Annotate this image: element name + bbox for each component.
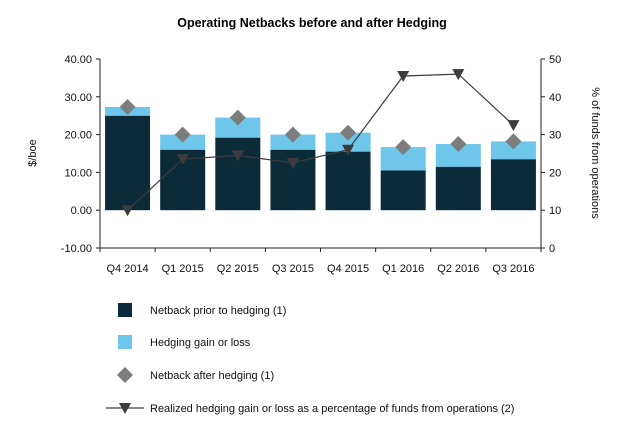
y-tick-label: 10.00 (64, 167, 92, 179)
bar-hedging-gain (215, 117, 261, 138)
diamond-marker (174, 126, 191, 143)
bar-netback-prior (215, 137, 261, 211)
x-tick-label: Q4 2014 (106, 263, 148, 275)
triangle-marker (231, 150, 244, 162)
triangle-marker (342, 144, 355, 156)
bars-layer (105, 107, 536, 211)
x-tick-label: Q1 2015 (162, 263, 204, 275)
bar-hedging-gain (380, 147, 426, 171)
y-tick-label: 0.00 (71, 205, 92, 217)
bar-netback-prior (105, 115, 151, 211)
x-tick-label: Q3 2015 (272, 263, 314, 275)
triangle-marker (397, 71, 410, 83)
triangle-marker (121, 205, 134, 217)
diamond-marker (119, 99, 136, 116)
y-axis-label: $/boe (27, 139, 39, 167)
triangle-marker (452, 69, 465, 81)
pct-line (127, 73, 514, 211)
x-tick-label: Q3 2016 (492, 263, 534, 275)
legend: Netback prior to hedging (1) Hedging gain… (106, 303, 514, 415)
legend-label: Netback prior to hedging (1) (150, 305, 286, 317)
y-tick-label: 30.00 (64, 92, 92, 104)
axes-layer: -10.00 0.00 10.00 20.00 30.00 40.00 0 10 20 30 40 5… (61, 54, 561, 275)
legend-label: Realized hedging gain or loss as a perce… (150, 403, 514, 415)
y2-axis-label: % of funds from operations (589, 87, 601, 219)
diamond-marker (395, 139, 412, 156)
x-tick-label: Q2 2016 (437, 263, 479, 275)
diamond-marker (229, 109, 246, 126)
legend-swatch-diamond (117, 367, 133, 383)
bar-hedging-gain (435, 144, 481, 167)
legend-swatch-hedging (118, 335, 132, 349)
y2-tick-label: 10 (549, 205, 561, 217)
diamond-marker (450, 136, 467, 153)
x-tick-label: Q1 2016 (382, 263, 424, 275)
triangle-marker (286, 157, 299, 169)
x-tick-label: Q2 2015 (217, 263, 259, 275)
line-layer (119, 69, 522, 217)
y2-tick-label: 20 (549, 167, 561, 179)
legend-swatch-netback-prior (118, 303, 132, 317)
chart-title: Operating Netbacks before and after Hedg… (177, 16, 447, 30)
y2-tick-label: 40 (549, 92, 561, 104)
bar-hedging-gain (325, 132, 371, 152)
triangle-marker (507, 120, 520, 132)
bar-netback-prior (325, 151, 371, 211)
diamond-marker (340, 124, 357, 141)
legend-label: Netback after hedging (1) (150, 370, 274, 382)
bar-netback-prior (490, 159, 536, 211)
diamond-marker (284, 126, 301, 143)
bar-netback-prior (435, 166, 481, 211)
y2-tick-label: 30 (549, 130, 561, 142)
x-tick-label: Q4 2015 (327, 263, 369, 275)
y-tick-label: 40.00 (64, 54, 92, 66)
y2-tick-label: 0 (549, 243, 555, 255)
diamond-marker (505, 133, 522, 150)
triangle-marker (176, 154, 189, 166)
y2-tick-label: 50 (549, 54, 561, 66)
y-tick-label: 20.00 (64, 130, 92, 142)
bar-hedging-gain (490, 141, 536, 160)
legend-swatch-triangle (119, 403, 131, 414)
legend-label: Hedging gain or loss (150, 337, 251, 349)
y-tick-label: -10.00 (61, 243, 92, 255)
bar-netback-prior (380, 170, 426, 211)
